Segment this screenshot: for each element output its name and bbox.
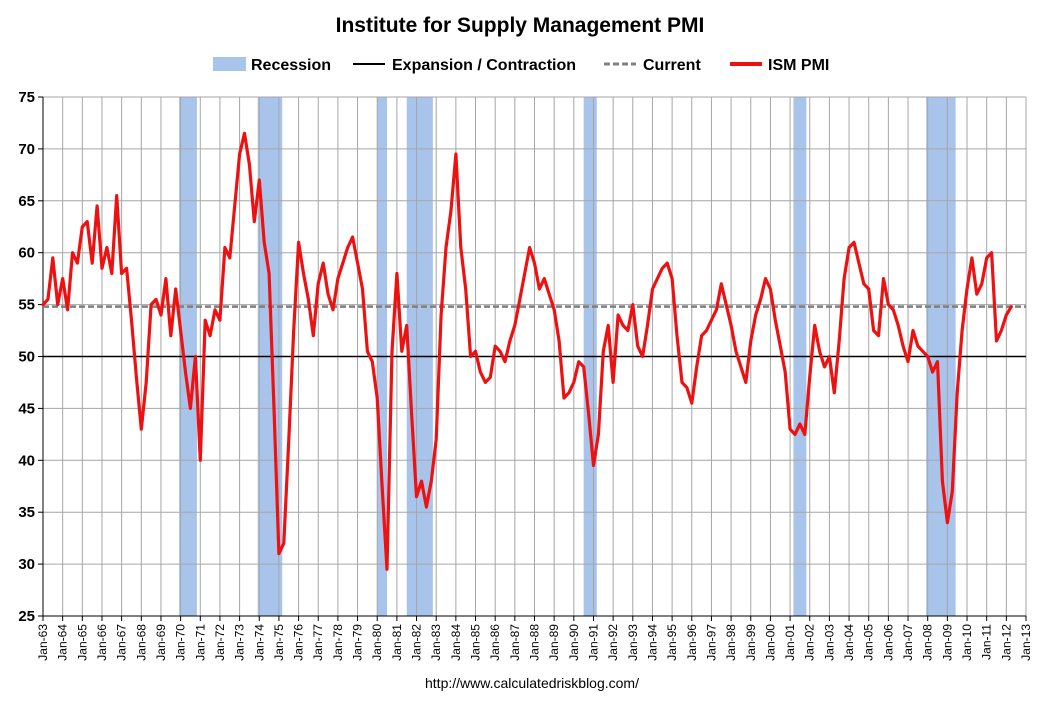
x-tick-label: Jan-10 bbox=[960, 624, 974, 661]
x-tick-label: Jan-81 bbox=[390, 624, 404, 661]
x-tick-label: Jan-83 bbox=[429, 624, 443, 661]
x-tick-label: Jan-04 bbox=[842, 624, 856, 661]
x-tick-label: Jan-87 bbox=[508, 624, 522, 661]
x-tick-label: Jan-01 bbox=[783, 624, 797, 661]
x-tick-label: Jan-09 bbox=[940, 624, 954, 661]
x-tick-label: Jan-73 bbox=[233, 624, 247, 661]
series-line-ism-pmi bbox=[41, 131, 1013, 571]
x-tick-label: Jan-05 bbox=[862, 624, 876, 661]
x-tick-label: Jan-94 bbox=[645, 624, 659, 661]
y-tick-label: 55 bbox=[18, 297, 35, 314]
x-tick-label: Jan-90 bbox=[567, 624, 581, 661]
x-tick-label: Jan-96 bbox=[685, 624, 699, 661]
x-tick-label: Jan-76 bbox=[292, 624, 306, 661]
x-tick-label: Jan-99 bbox=[744, 624, 758, 661]
x-tick-label: Jan-64 bbox=[56, 624, 70, 661]
x-tick-label: Jan-86 bbox=[488, 624, 502, 661]
x-tick-label: Jan-89 bbox=[547, 624, 561, 661]
legend-label: ISM PMI bbox=[768, 57, 829, 74]
x-tick-label: Jan-13 bbox=[1019, 624, 1033, 661]
y-tick-label: 25 bbox=[18, 608, 35, 625]
x-tick-label: Jan-72 bbox=[213, 624, 227, 661]
x-tick-label: Jan-65 bbox=[75, 624, 89, 661]
x-tick-label: Jan-95 bbox=[665, 624, 679, 661]
x-tick-label: Jan-84 bbox=[449, 624, 463, 661]
legend-label: Expansion / Contraction bbox=[392, 57, 576, 74]
y-tick-label: 50 bbox=[18, 349, 35, 366]
y-tick-label: 65 bbox=[18, 193, 35, 210]
y-tick-label: 75 bbox=[18, 89, 35, 106]
x-tick-label: Jan-75 bbox=[272, 624, 286, 661]
legend-label: Current bbox=[643, 57, 701, 74]
x-tick-label: Jan-97 bbox=[704, 624, 718, 661]
x-tick-label: Jan-63 bbox=[36, 624, 50, 661]
x-tick-label: Jan-03 bbox=[822, 624, 836, 661]
x-tick-label: Jan-98 bbox=[724, 624, 738, 661]
x-tick-label: Jan-79 bbox=[351, 624, 365, 661]
y-tick-label: 45 bbox=[18, 400, 35, 417]
x-tick-label: Jan-71 bbox=[193, 624, 207, 661]
x-tick-label: Jan-00 bbox=[763, 624, 777, 661]
x-tick-label: Jan-06 bbox=[881, 624, 895, 661]
x-tick-label: Jan-88 bbox=[528, 624, 542, 661]
plot-area: 25 30 35 40 45 50 55 60 65 70 75 Jan-63 Jan-64 Jan-65… bbox=[18, 89, 1033, 661]
x-tick-label: Jan-08 bbox=[921, 624, 935, 661]
x-tick-label: Jan-80 bbox=[370, 624, 384, 661]
x-tick-label: Jan-12 bbox=[999, 624, 1013, 661]
x-tick-label: Jan-82 bbox=[410, 624, 424, 661]
x-tick-label: Jan-70 bbox=[174, 624, 188, 661]
y-tick-label: 30 bbox=[18, 556, 35, 573]
x-tick-label: Jan-66 bbox=[95, 624, 109, 661]
legend-swatch-recession bbox=[213, 57, 246, 71]
x-tick-label: Jan-92 bbox=[606, 624, 620, 661]
x-tick-label: Jan-11 bbox=[980, 624, 994, 660]
x-tick-label: Jan-68 bbox=[134, 624, 148, 661]
legend: Recession Expansion / Contraction Current I… bbox=[213, 57, 829, 74]
y-tick-label: 70 bbox=[18, 141, 35, 158]
x-tick-label: Jan-69 bbox=[154, 624, 168, 661]
chart-footer-url: http://www.calculatedriskblog.com/ bbox=[425, 675, 639, 691]
x-tick-label: Jan-91 bbox=[586, 624, 600, 661]
y-tick-label: 35 bbox=[18, 504, 35, 521]
x-tick-label: Jan-67 bbox=[115, 624, 129, 661]
x-tick-label: Jan-02 bbox=[803, 624, 817, 661]
x-tick-label: Jan-85 bbox=[469, 624, 483, 661]
x-tick-label: Jan-07 bbox=[901, 624, 915, 661]
y-tick-label: 60 bbox=[18, 245, 35, 262]
legend-label: Recession bbox=[251, 57, 331, 74]
y-tick-label: 40 bbox=[18, 452, 35, 469]
x-tick-label: Jan-78 bbox=[331, 624, 345, 661]
x-tick-label: Jan-93 bbox=[626, 624, 640, 661]
chart-title: Institute for Supply Management PMI bbox=[336, 14, 705, 37]
x-tick-label: Jan-77 bbox=[311, 624, 325, 661]
x-tick-label: Jan-74 bbox=[252, 624, 266, 661]
